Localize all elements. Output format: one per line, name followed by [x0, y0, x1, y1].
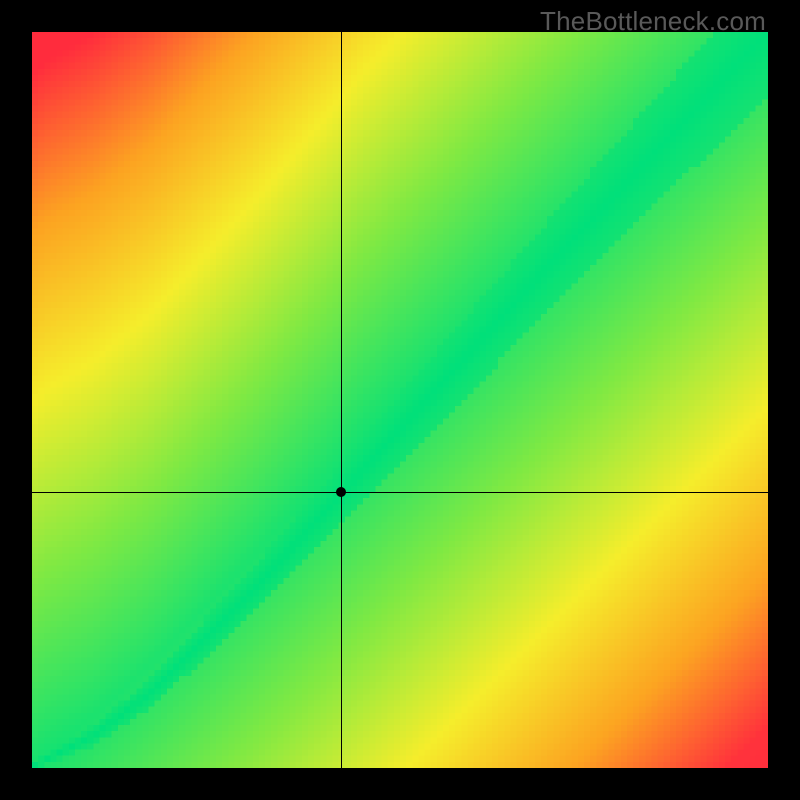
plot-area: [32, 32, 768, 768]
chart-container: TheBottleneck.com: [0, 0, 800, 800]
heatmap-canvas: [32, 32, 768, 768]
